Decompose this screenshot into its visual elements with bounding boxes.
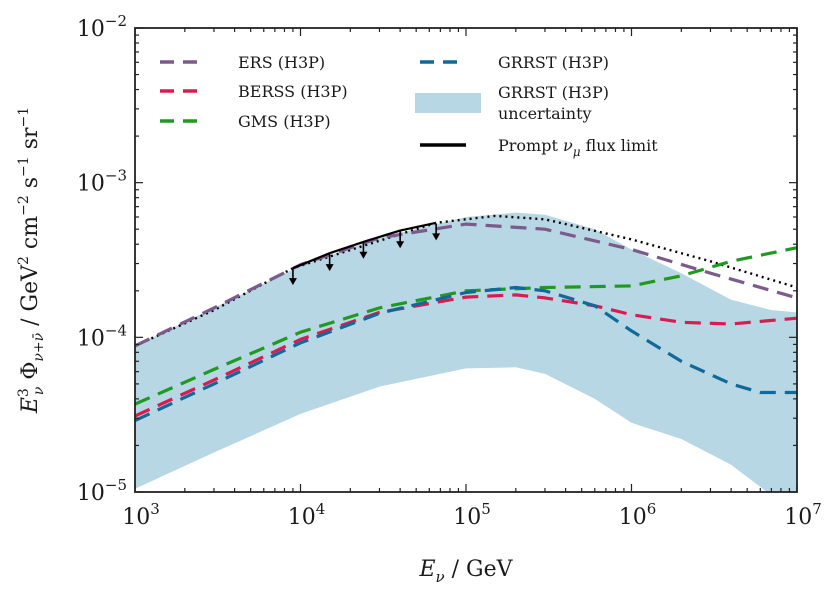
x-tick-label: 105 [453,500,491,530]
legend-label-band-line2: uncertainty [498,104,592,123]
series-line-gms-h3p [135,246,797,406]
y-axis-label: E3ν Φν+ν̄ / GeV2 cm−2 s−1 sr−1 [16,107,47,414]
legend-label-band-line1: GRRST (H3P) [498,83,609,102]
upper-limit-arrow [359,241,368,259]
y-tick-label: 10−4 [77,321,127,351]
x-tick-label: 106 [619,500,657,530]
upper-limit-arrow [325,254,334,272]
legend: ERS (H3P) BERSS (H3P) GMS (H3P) GRRST (H3P)… [160,53,658,159]
x-tick-label: 103 [122,500,160,530]
legend-label-grrst-h3p: GRRST (H3P) [498,53,609,72]
y-tick-label: 10−5 [77,476,127,506]
tick-layer: 103 104 105 106 107 10−5 10−4 10−3 10−2 [77,12,822,530]
upper-limit-arrow [396,231,405,249]
band-layer [135,212,797,492]
series-line-prompt-limit-extrapolation [135,214,797,347]
series-line-grrst-h3p [135,285,797,422]
legend-label-gms-h3p: GMS (H3P) [238,112,331,131]
series-line-berss-h3p [135,293,797,418]
upper-limit-arrow [432,223,441,241]
x-tick-label: 107 [784,500,822,530]
line-layer [135,214,797,422]
y-tick-label: 10−2 [77,12,127,42]
x-axis-label: Eν / GeV [418,557,513,586]
label-layer: Eν / GeV E3ν Φν+ν̄ / GeV2 cm−2 s−1 sr−1 [16,107,514,586]
legend-swatch-band [415,93,481,113]
upper-limit-arrow [288,268,297,286]
arrow-layer [288,223,441,286]
series-line-prompt-flux-limit [292,221,437,270]
uncertainty-band [135,212,797,492]
x-tick-label: 104 [288,500,326,530]
y-tick-label: 10−3 [77,167,127,197]
series-line-ers-h3p [135,222,797,348]
legend-label-prompt-limit: Prompt νμ flux limit [498,136,658,159]
legend-label-ers-h3p: ERS (H3P) [238,53,325,72]
legend-label-berss-h3p: BERSS (H3P) [238,82,348,101]
